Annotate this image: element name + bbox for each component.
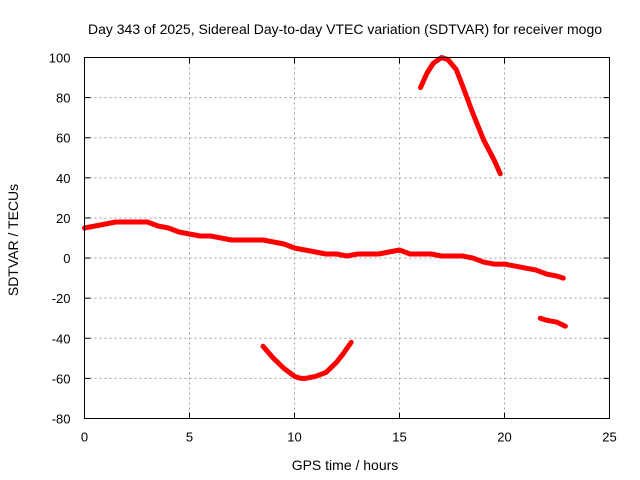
series-layer: [82, 55, 568, 381]
y-tick-labels: -80 -60 -40 -20 0 20 40 60 80 100: [49, 51, 71, 427]
x-tick-label: 0: [81, 430, 88, 445]
x-tick-labels: 0 5 10 15 20 25: [81, 430, 617, 445]
x-tick-label: 15: [392, 430, 406, 445]
y-tick-label: -40: [52, 331, 71, 346]
x-tick-label: 5: [186, 430, 193, 445]
x-tick-label: 10: [287, 430, 301, 445]
y-tick-label: -80: [52, 412, 71, 427]
plot-frame: [84, 57, 610, 419]
series-line-arc-high: [418, 55, 503, 177]
y-tick-label: 0: [63, 251, 70, 266]
y-tick-label: -60: [52, 371, 71, 386]
x-tick-label: 20: [497, 430, 511, 445]
x-tick-label: 25: [602, 430, 616, 445]
series-line-arc-low: [260, 339, 354, 381]
y-tick-label: 60: [56, 131, 70, 146]
y-tick-label: 20: [56, 211, 70, 226]
chart-title: Day 343 of 2025, Sidereal Day-to-day VTE…: [88, 21, 602, 37]
y-tick-label: 80: [56, 91, 70, 106]
x-axis-title: GPS time / hours: [292, 457, 399, 473]
grid: [84, 57, 610, 419]
y-axis-title: SDTVAR / TECUs: [5, 184, 21, 296]
y-tick-label: -20: [52, 291, 71, 306]
series-line-main: [82, 219, 566, 281]
y-tick-label: 40: [56, 171, 70, 186]
series-line-tail: [537, 315, 568, 329]
y-tick-label: 100: [49, 51, 71, 66]
